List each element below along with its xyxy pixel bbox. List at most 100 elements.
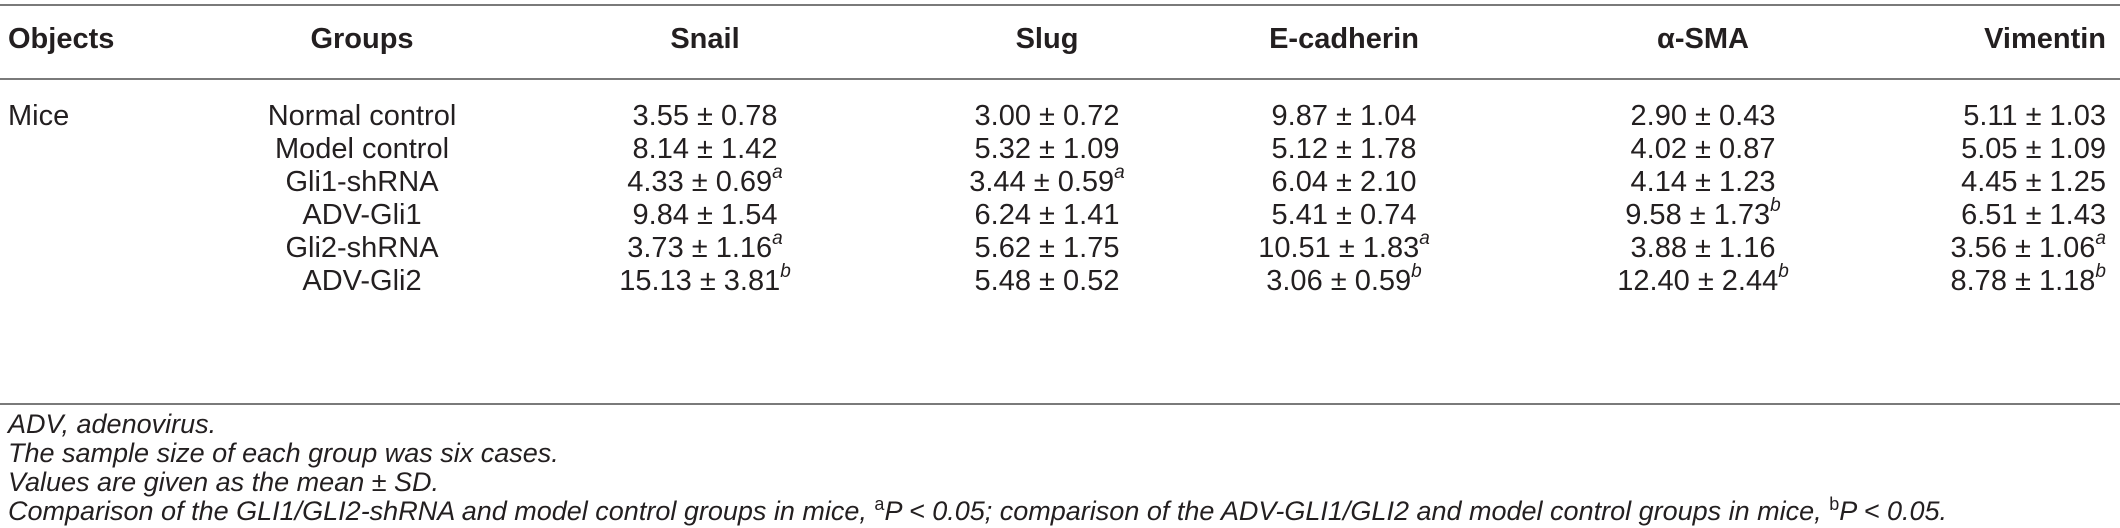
cell-e-cadherin: 5.41 ± 0.74 [1272,198,1417,232]
cell-slug: 3.44 ± 0.59a [969,162,1125,199]
cell-vimentin-value: 6.51 ± 1.43 [1961,199,2106,231]
cell-group-value: ADV-Gli1 [302,199,422,231]
significance-marker: a [1114,162,1125,184]
footnote-sig-marker-a: a [874,494,885,514]
header-e-cadherin: E-cadherin [1269,23,1419,55]
cell-vimentin-value: 5.11 ± 1.03 [1963,100,2106,132]
cell-snail: 3.73 ± 1.16a [627,228,783,265]
cell-vimentin-value: 4.45 ± 1.25 [1961,166,2106,198]
cell-vimentin-value: 8.78 ± 1.18 [1950,265,2096,297]
cell-snail: 3.55 ± 0.78 [633,99,778,133]
cell-slug-value: 6.24 ± 1.41 [974,199,1120,231]
cell-slug: 5.62 ± 1.75 [975,231,1120,265]
footnote-significance: Comparison of the GLI1/GLI2-shRNA and mo… [8,494,1948,526]
cell-e-cadherin-value: 3.06 ± 0.59 [1266,265,1412,297]
cell-e-cadherin-value: 6.04 ± 2.10 [1271,166,1417,198]
cell-e-cadherin: 9.87 ± 1.04 [1272,99,1417,133]
footnote-sig-text-3: P < 0.05. [1839,496,1948,526]
cell-snail-value: 15.13 ± 3.81 [619,265,781,297]
cell-alpha-sma-value: 9.58 ± 1.73 [1625,199,1771,231]
significance-marker: b [1770,195,1781,217]
cell-snail: 8.14 ± 1.42 [633,132,778,166]
objects-label: Mice [8,100,70,132]
cell-group-value: Model control [274,133,450,165]
header-slug: Slug [1015,23,1079,55]
cell-group: Model control [275,132,449,166]
cell-group: ADV-Gli2 [302,264,421,298]
header-vimentin: Vimentin [1984,23,2106,55]
cell-snail-value: 4.33 ± 0.69 [627,166,773,198]
cell-e-cadherin: 6.04 ± 2.10 [1272,165,1417,199]
cell-group: Normal control [268,99,457,133]
cell-alpha-sma-value: 12.40 ± 2.44 [1617,265,1779,297]
cell-vimentin: 5.05 ± 1.09 [1961,132,2106,166]
cell-snail-value: 9.84 ± 1.54 [632,199,778,231]
significance-marker: b [2095,261,2106,283]
table-top-rule [0,4,2120,6]
significance-marker: a [2095,228,2106,250]
cell-alpha-sma: 2.90 ± 0.43 [1631,99,1776,133]
table-footnotes: ADV, adenovirus. The sample size of each… [8,410,1947,526]
cell-slug-value: 5.48 ± 0.52 [974,265,1120,297]
footnote-sig-text-2: P < 0.05; comparison of the ADV-GLI1/GLI… [884,496,1830,526]
cell-slug: 5.48 ± 0.52 [975,264,1120,298]
cell-group: Gli2-shRNA [285,231,438,265]
table-bottom-rule [0,403,2120,405]
cell-slug-value: 5.32 ± 1.09 [974,133,1120,165]
significance-marker: a [772,162,783,184]
cell-group: ADV-Gli1 [302,198,421,232]
footnote-sample-size: The sample size of each group was six ca… [8,438,559,468]
header-groups: Groups [310,23,414,55]
header-alpha-sma: α-SMA [1657,23,1749,55]
cell-vimentin: 4.45 ± 1.25 [1961,165,2106,199]
cell-alpha-sma: 4.14 ± 1.23 [1631,165,1776,199]
cell-vimentin-value: 3.56 ± 1.06 [1950,232,2096,264]
cell-snail-value: 8.14 ± 1.42 [632,133,778,165]
cell-vimentin: 3.56 ± 1.06a [1950,228,2107,265]
footnote-sig-marker-b: b [1829,494,1840,514]
cell-vimentin: 8.78 ± 1.18b [1950,261,2107,298]
cell-e-cadherin-value: 10.51 ± 1.83 [1258,232,1420,264]
cell-snail-value: 3.55 ± 0.78 [632,100,778,132]
footnote-sig-text-1: Comparison of the GLI1/GLI2-shRNA and mo… [8,496,875,526]
cell-snail: 15.13 ± 3.81b [619,261,791,298]
cell-group-value: Normal control [267,100,457,132]
cell-snail-value: 3.73 ± 1.16 [627,232,773,264]
footnote-abbreviation: ADV, adenovirus. [8,409,217,439]
significance-marker: b [780,261,791,283]
cell-snail: 4.33 ± 0.69a [627,162,783,199]
cell-alpha-sma: 12.40 ± 2.44b [1617,261,1789,298]
cell-snail: 9.84 ± 1.54 [633,198,778,232]
cell-slug: 3.00 ± 0.72 [975,99,1120,133]
cell-vimentin-value: 5.05 ± 1.09 [1961,133,2106,165]
table-header-rule [0,78,2120,80]
significance-marker: a [772,228,783,250]
footnote-values: Values are given as the mean ± SD. [8,467,440,497]
cell-group: Gli1-shRNA [285,165,438,199]
header-objects: Objects [8,23,115,55]
cell-alpha-sma-value: 4.02 ± 0.87 [1630,133,1776,165]
cell-alpha-sma: 9.58 ± 1.73b [1625,195,1781,232]
cell-slug: 6.24 ± 1.41 [975,198,1120,232]
cell-slug-value: 3.00 ± 0.72 [974,100,1120,132]
header-snail: Snail [670,23,740,55]
significance-marker: a [1419,228,1430,250]
cell-alpha-sma-value: 3.88 ± 1.16 [1630,232,1776,264]
cell-group-value: Gli1-shRNA [285,166,439,198]
cell-alpha-sma: 3.88 ± 1.16 [1631,231,1776,265]
cell-e-cadherin: 3.06 ± 0.59b [1266,261,1422,298]
significance-marker: b [1411,261,1422,283]
cell-group-value: ADV-Gli2 [302,265,422,297]
cell-alpha-sma: 4.02 ± 0.87 [1631,132,1776,166]
significance-marker: b [1778,261,1789,283]
cell-slug-value: 3.44 ± 0.59 [969,166,1115,198]
cell-vimentin: 5.11 ± 1.03 [1963,99,2106,133]
cell-e-cadherin-value: 9.87 ± 1.04 [1271,100,1417,132]
cell-alpha-sma-value: 2.90 ± 0.43 [1630,100,1776,132]
cell-group-value: Gli2-shRNA [285,232,439,264]
cell-slug: 5.32 ± 1.09 [975,132,1120,166]
cell-slug-value: 5.62 ± 1.75 [974,232,1120,264]
cell-e-cadherin-value: 5.41 ± 0.74 [1271,199,1417,231]
cell-vimentin: 6.51 ± 1.43 [1961,198,2106,232]
